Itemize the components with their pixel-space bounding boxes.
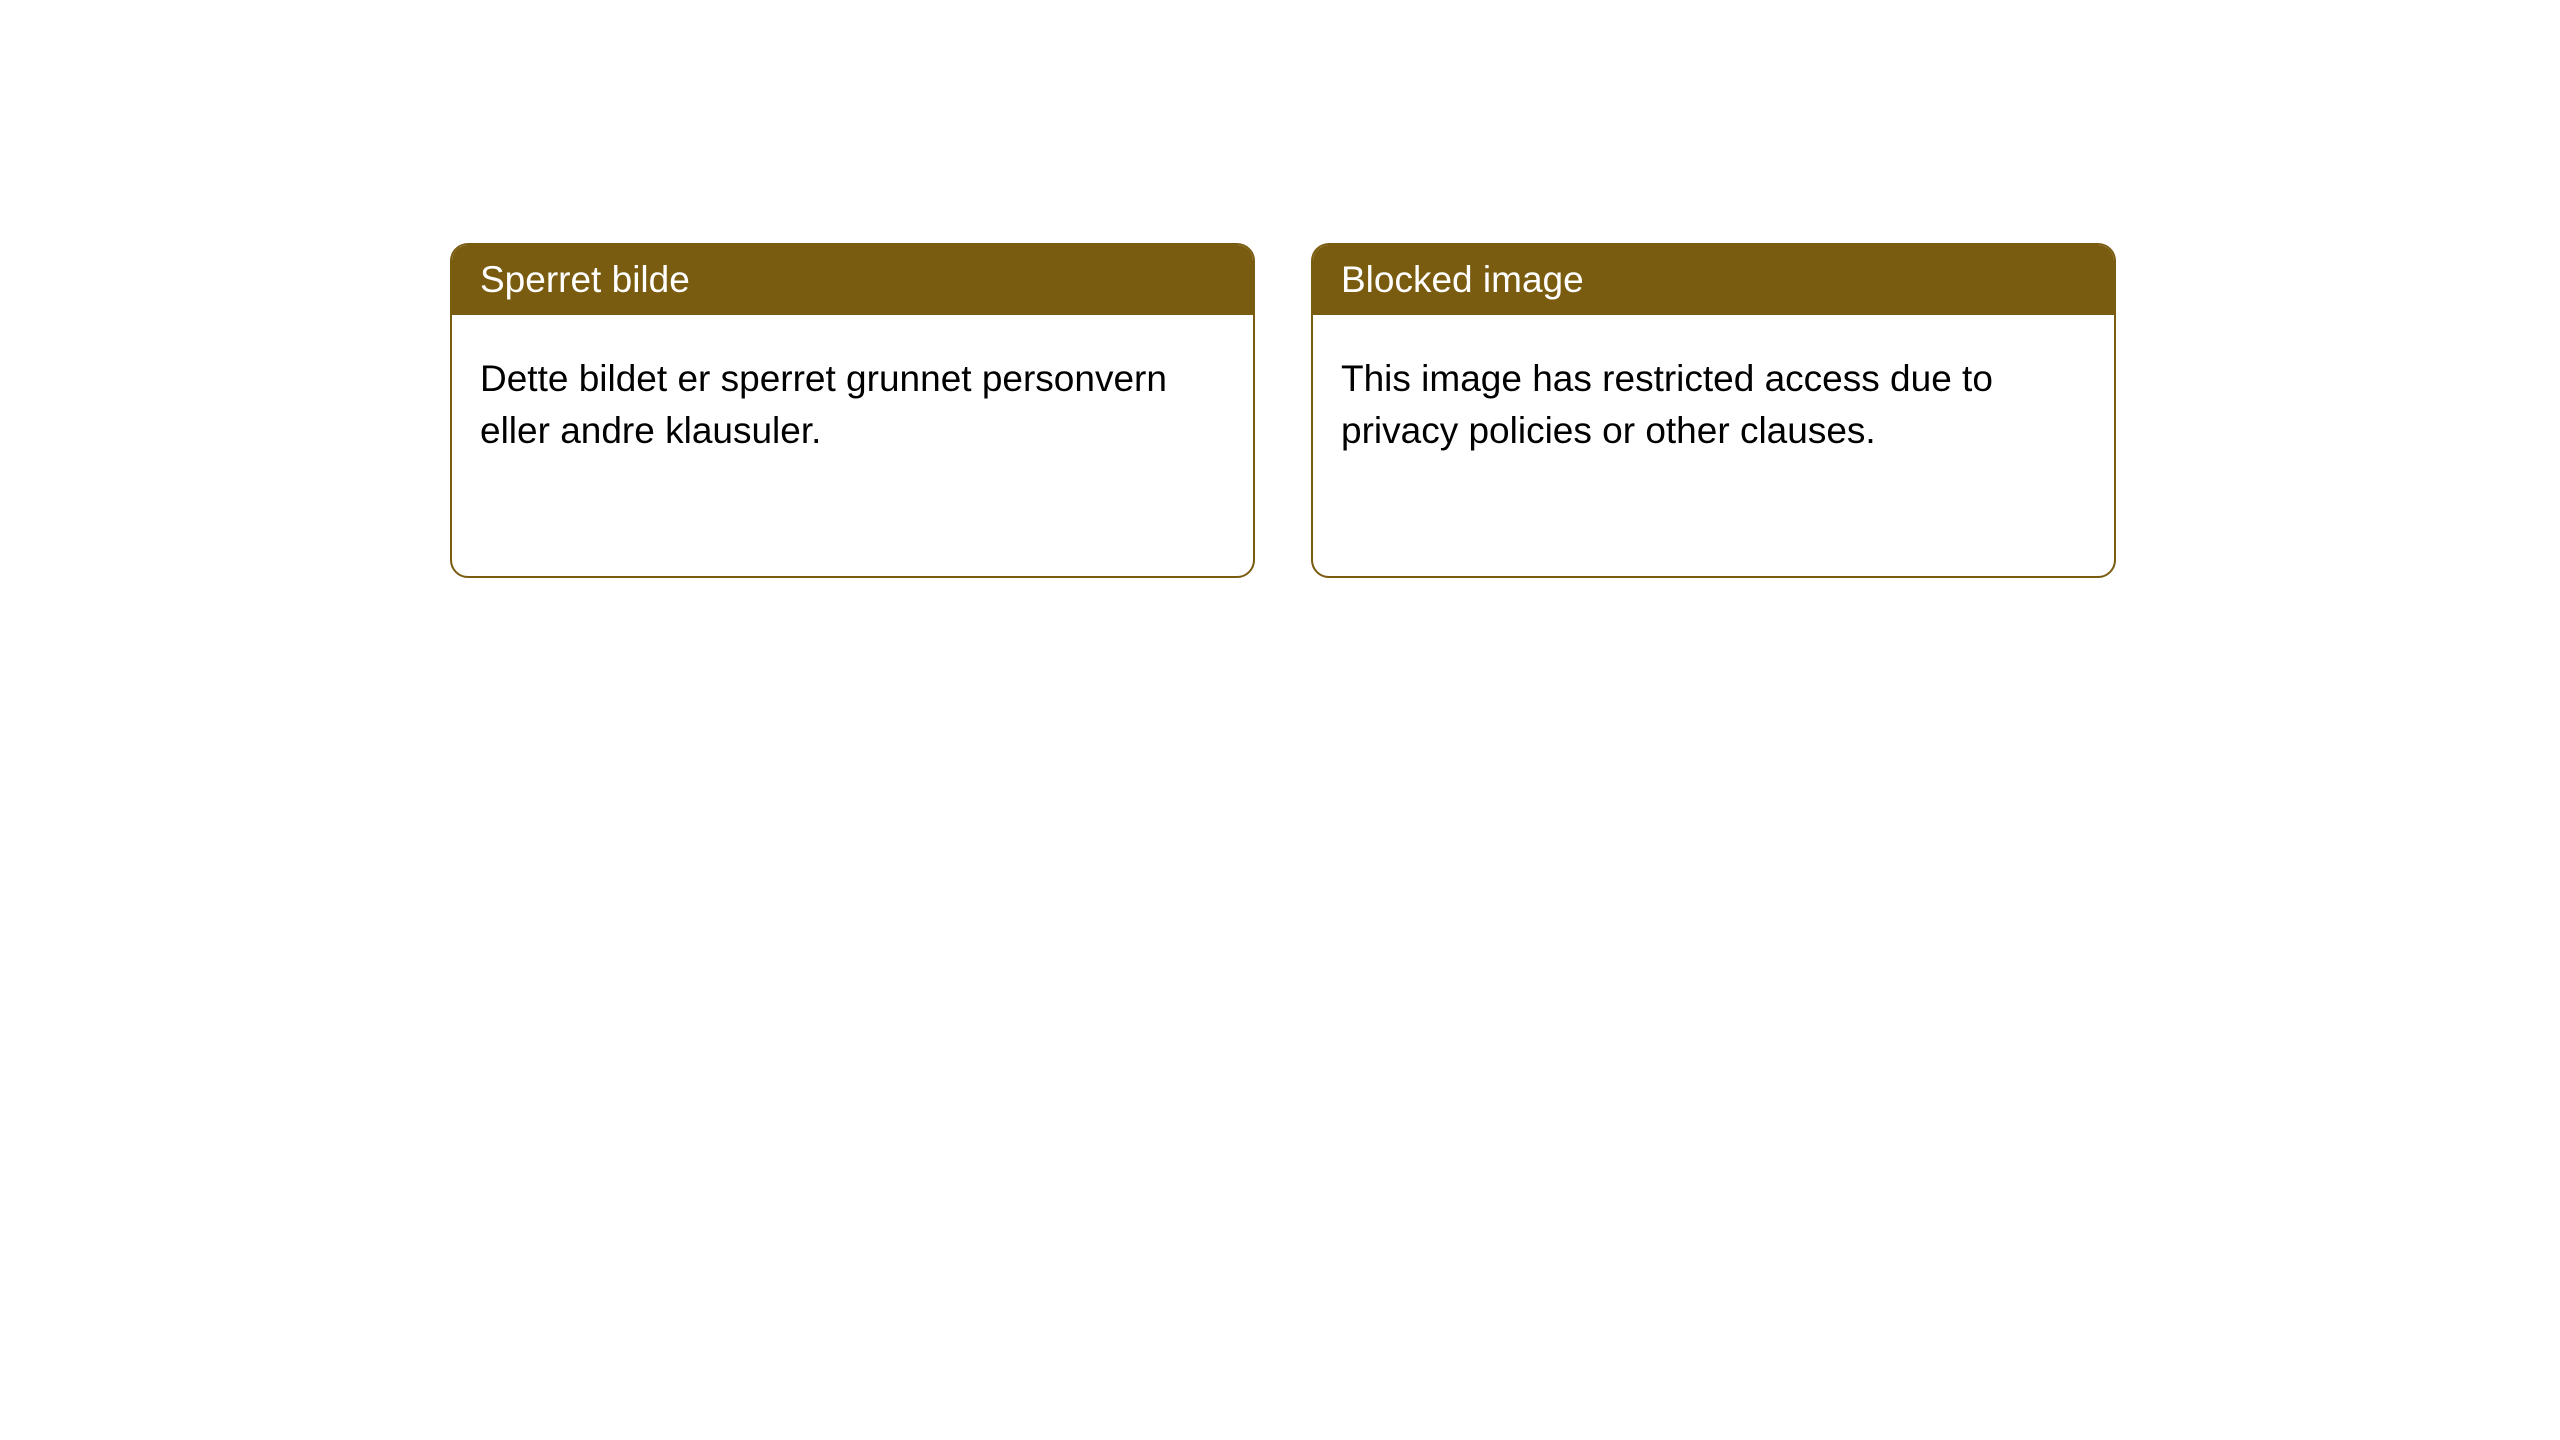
card-body: This image has restricted access due to …	[1313, 315, 2114, 495]
blocked-image-card-norwegian: Sperret bilde Dette bildet er sperret gr…	[450, 243, 1255, 578]
card-header: Sperret bilde	[452, 245, 1253, 315]
card-header: Blocked image	[1313, 245, 2114, 315]
blocked-image-card-english: Blocked image This image has restricted …	[1311, 243, 2116, 578]
card-title: Blocked image	[1341, 259, 1584, 300]
cards-container: Sperret bilde Dette bildet er sperret gr…	[450, 243, 2116, 578]
card-title: Sperret bilde	[480, 259, 690, 300]
card-body-text: Dette bildet er sperret grunnet personve…	[480, 358, 1167, 451]
card-body: Dette bildet er sperret grunnet personve…	[452, 315, 1253, 495]
card-body-text: This image has restricted access due to …	[1341, 358, 1993, 451]
